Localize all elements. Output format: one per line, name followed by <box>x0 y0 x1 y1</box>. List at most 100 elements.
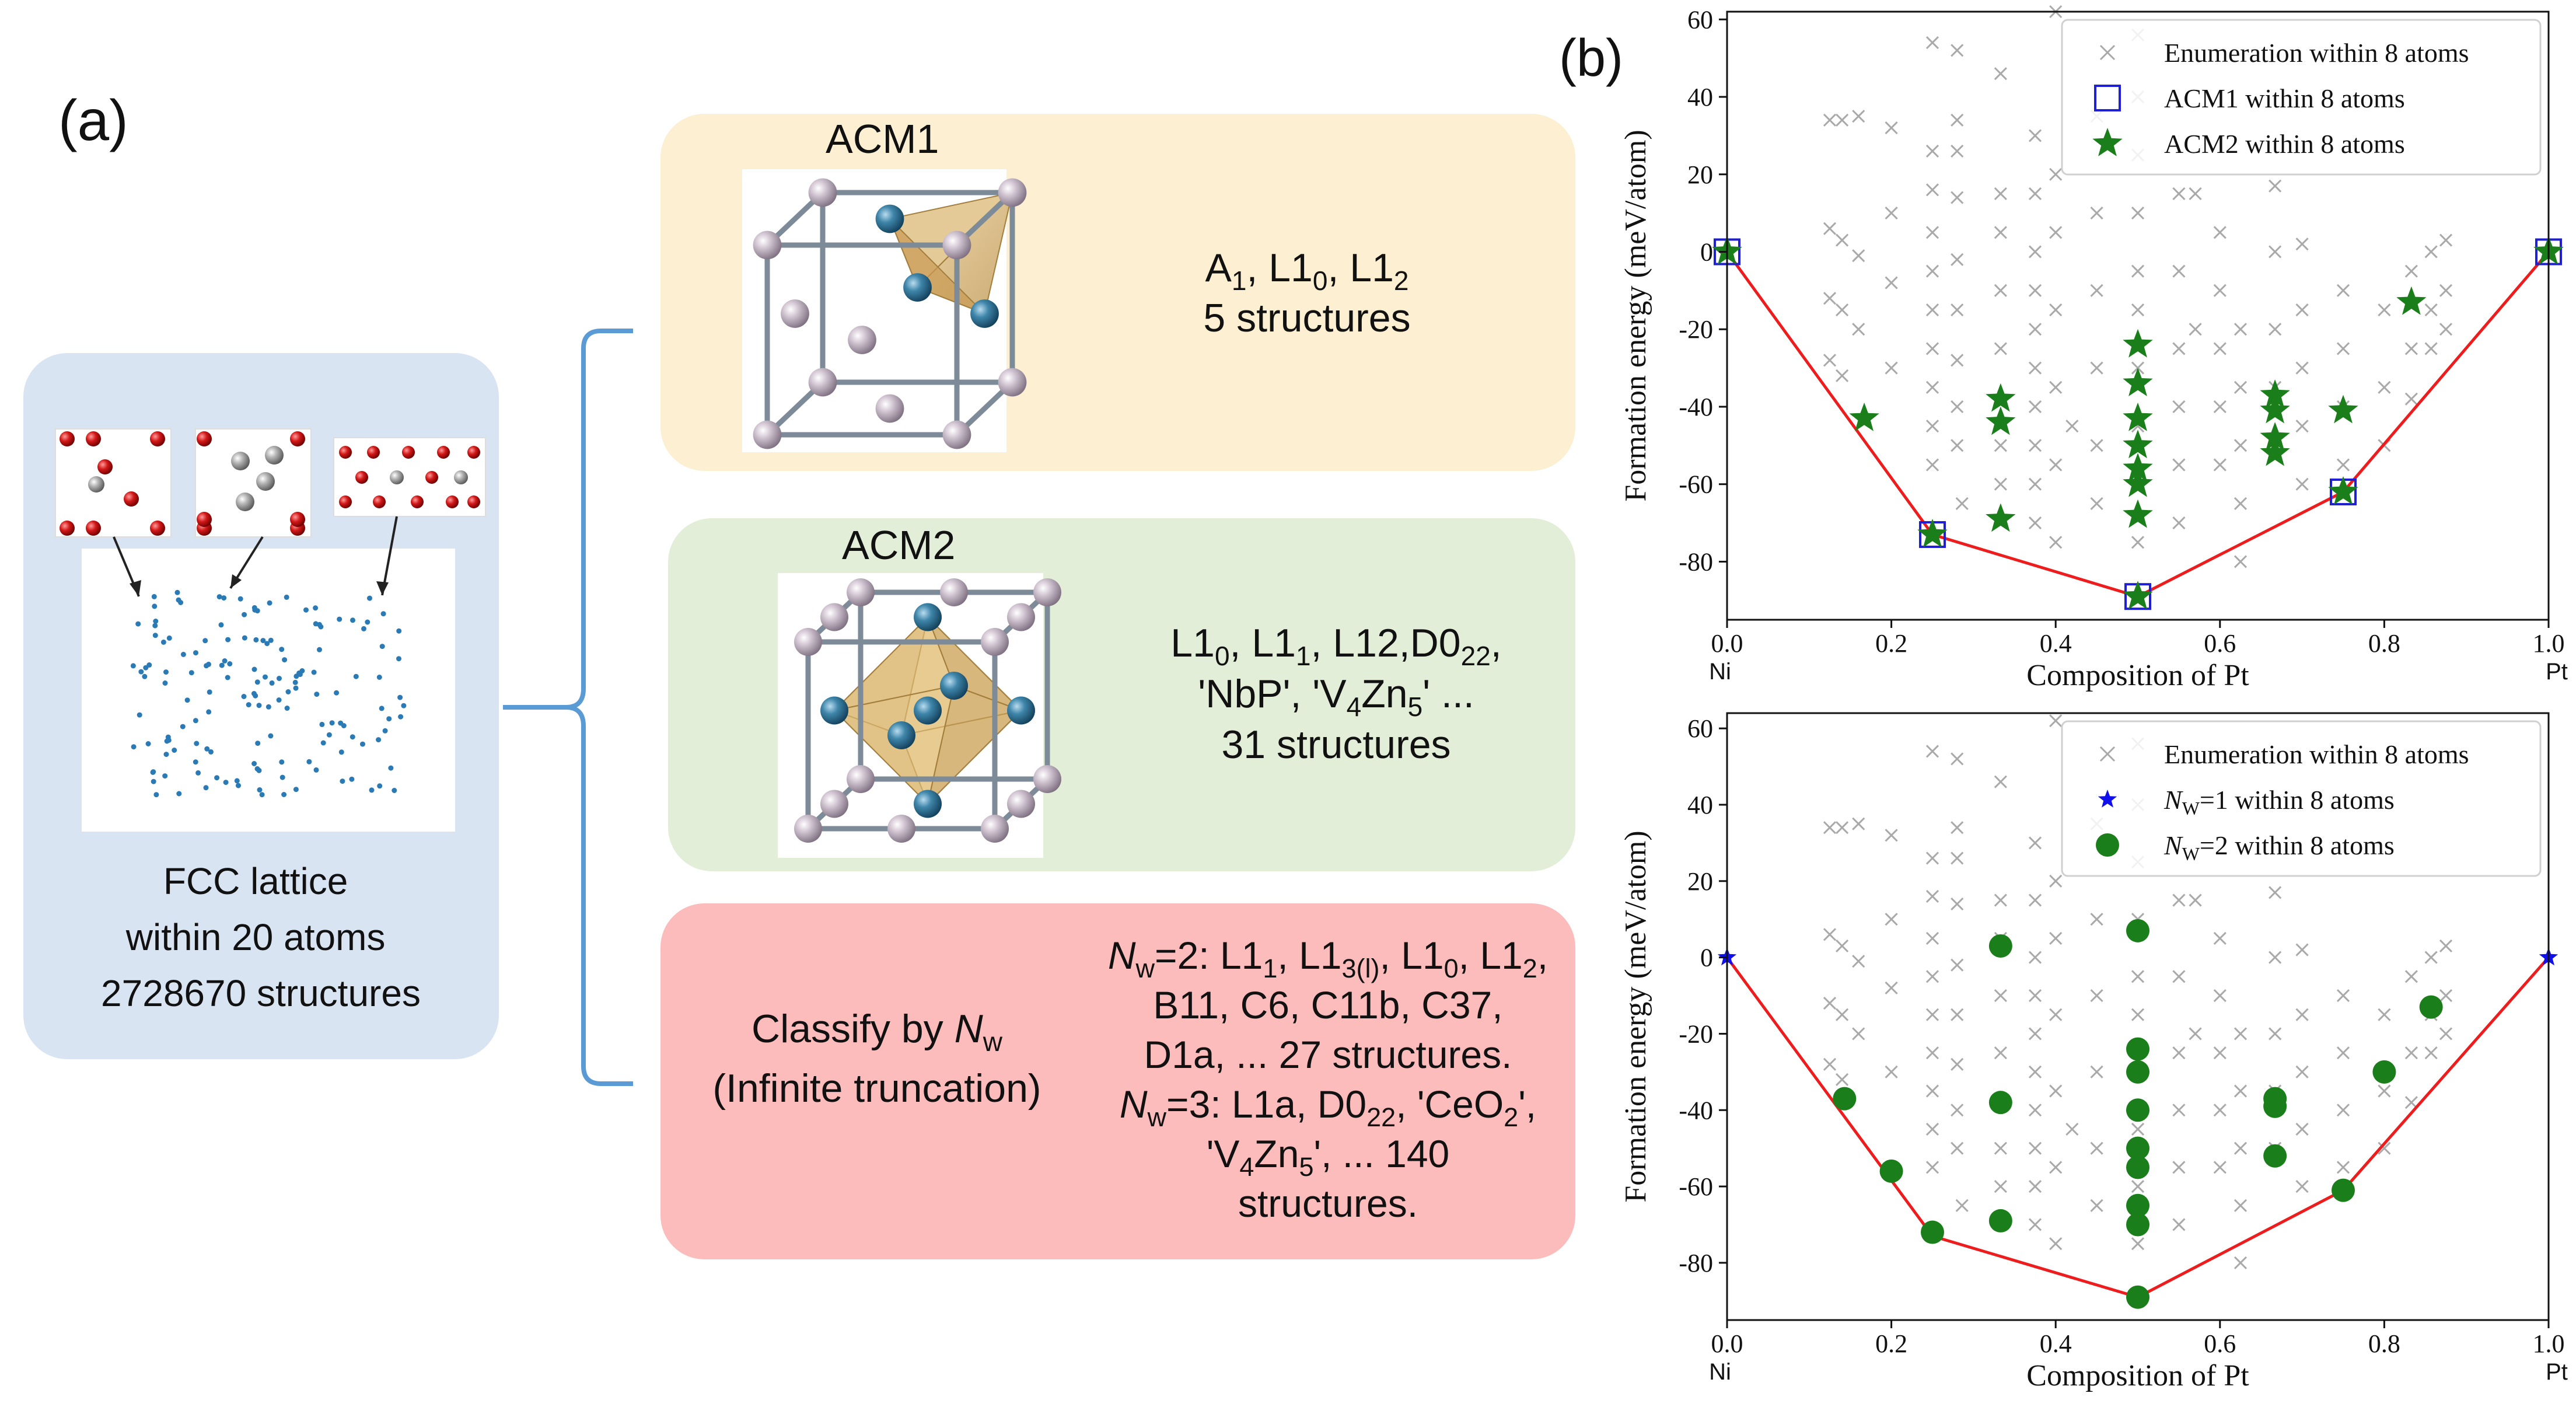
y-tick-label: 40 <box>1687 83 1713 111</box>
corner-atom <box>847 765 875 793</box>
grey-atom <box>265 446 284 465</box>
data-point <box>2126 1213 2149 1237</box>
corner-atom <box>998 178 1027 207</box>
fcc-structure-point <box>284 706 290 711</box>
fcc-structure-point <box>252 607 258 613</box>
red-atom <box>86 431 101 446</box>
enumeration-point <box>2189 893 2202 907</box>
enumeration-point <box>2049 714 2063 728</box>
enumeration-point <box>1885 207 1898 220</box>
y-axis-label: Formation energy (meV/atom) <box>1619 830 1652 1202</box>
enumeration-point <box>2065 420 2079 433</box>
fcc-structure-point <box>318 624 324 630</box>
fcc-structure-point <box>194 741 200 746</box>
acm2-title: ACM2 <box>842 522 955 568</box>
acm2-text-segment: , L12,D0 <box>1311 621 1461 665</box>
data-point <box>2123 368 2153 396</box>
data-point <box>1917 519 1948 547</box>
legend-label-segment: =1 within 8 atoms <box>2200 785 2395 815</box>
corner-atom <box>753 420 782 449</box>
data-point <box>2263 1094 2287 1118</box>
classify-structures-text: Nw=2: L11, L13(l), L10, L12, B11, C6, C11… <box>1108 934 1548 1225</box>
enumeration-point <box>2234 380 2248 394</box>
enumeration-point <box>1994 67 2007 81</box>
y-tick-label: 0 <box>1700 238 1713 266</box>
fcc-structure-point <box>314 692 320 697</box>
x-end-label-ni: Ni <box>1709 659 1731 685</box>
fcc-structure-point <box>279 774 285 780</box>
grey-atom <box>231 452 250 470</box>
legend-label: Enumeration within 8 atoms <box>2164 38 2469 68</box>
acm2-text-segment: 0 <box>1215 641 1230 671</box>
data-point <box>2126 1136 2149 1160</box>
data-point <box>2123 468 2153 497</box>
classify-left-line-2: (Infinite truncation) <box>712 1066 1041 1111</box>
enumeration-point <box>2131 1008 2145 1021</box>
fcc-structure-point <box>361 626 366 631</box>
fcc-structure-point <box>313 605 319 611</box>
fcc-structure-point <box>137 712 142 718</box>
enumeration-point <box>1852 817 1865 830</box>
fcc-structure-point <box>334 690 340 696</box>
fcc-structure-point <box>277 676 282 681</box>
enumeration-point <box>1925 303 1939 317</box>
fcc-structure-point <box>303 607 309 613</box>
enumeration-point <box>2028 129 2042 142</box>
fcc-structure-point <box>279 759 285 765</box>
fcc-structure-point <box>285 689 291 694</box>
enumeration-point <box>1951 897 1964 911</box>
fcc-structure-point <box>246 702 251 708</box>
enumeration-point <box>2028 245 2042 259</box>
enumeration-point <box>2424 303 2438 317</box>
fcc-structure-point <box>152 603 158 609</box>
enumeration-point <box>1885 1065 1898 1078</box>
enumeration-point <box>2099 746 2116 762</box>
enumeration-point <box>2049 874 2063 888</box>
fcc-structure-point <box>138 669 144 675</box>
blue-atom <box>914 603 942 631</box>
enumeration-point <box>2213 1046 2227 1060</box>
fcc-structure-point <box>254 679 260 685</box>
classify-right-segment: N <box>1108 934 1136 977</box>
enumeration-point <box>2090 913 2103 926</box>
fcc-structure-point <box>193 759 198 765</box>
x-end-label-ni: Ni <box>1709 1359 1731 1385</box>
fcc-structure-point <box>219 662 225 668</box>
enumeration-point <box>2049 1084 2063 1098</box>
enumeration-point <box>2295 943 2309 956</box>
enumeration-point <box>2090 497 2103 510</box>
fcc-structure-point <box>377 783 383 789</box>
data-point <box>1988 1091 2012 1115</box>
classify-right-segment: structures. <box>1238 1182 1418 1225</box>
fcc-structure-point <box>162 773 168 779</box>
classify-right-segment: =3: L1a, D0 <box>1166 1083 1366 1126</box>
red-atom <box>150 521 165 536</box>
fcc-structure-point <box>241 694 247 699</box>
enumeration-point <box>1885 361 1898 375</box>
legend-label: Enumeration within 8 atoms <box>2164 739 2469 769</box>
fcc-structure-point <box>253 637 259 643</box>
fcc-structure-point <box>254 766 260 771</box>
fcc-structure-point <box>237 596 243 602</box>
enumeration-point <box>2404 970 2418 983</box>
corner-atom <box>1033 765 1061 793</box>
enumeration-point <box>2172 1104 2186 1117</box>
fcc-structure-point <box>188 670 194 676</box>
corner-atom <box>981 815 1009 843</box>
fcc-structure-point <box>223 780 229 785</box>
acm1-text-segment: 5 structures <box>1203 296 1410 340</box>
fcc-structure-point <box>259 792 265 798</box>
enumeration-point <box>2404 1046 2418 1060</box>
enumeration-point <box>2213 1161 2227 1174</box>
y-axis-label: Formation energy (meV/atom) <box>1619 130 1652 501</box>
enumeration-point <box>1925 36 1939 50</box>
enumeration-point <box>1885 121 1898 135</box>
enumeration-point <box>1925 226 1939 239</box>
enumeration-point <box>2049 226 2063 239</box>
enumeration-point <box>2439 233 2453 247</box>
acm1-crystal-structure <box>742 169 1027 452</box>
enumeration-point <box>2439 323 2453 336</box>
enumeration-point <box>2090 284 2103 297</box>
enumeration-point <box>2172 893 2186 907</box>
